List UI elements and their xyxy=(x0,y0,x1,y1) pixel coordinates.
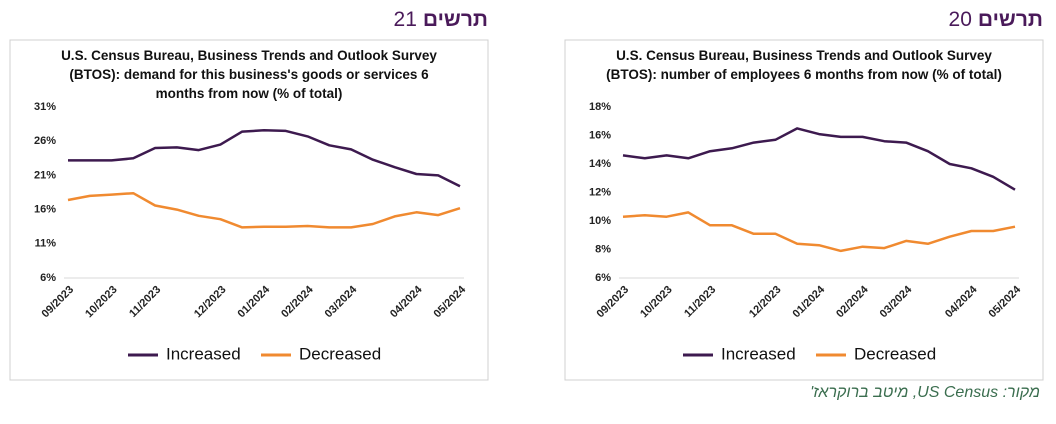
data-line xyxy=(622,127,1016,191)
legend-label: Decreased xyxy=(854,344,936,363)
y-tick-label: 31% xyxy=(34,101,56,113)
figure-heading: תרשים21 xyxy=(10,8,488,32)
data-line xyxy=(68,129,461,188)
y-tick-label: 10% xyxy=(589,215,611,227)
legend-label: Decreased xyxy=(299,344,381,363)
legend-label: Increased xyxy=(721,344,796,363)
x-tick-label: 05/2024 xyxy=(432,283,469,320)
y-tick-label: 14% xyxy=(589,158,611,170)
data-line xyxy=(622,211,1016,253)
figure-number: 21 xyxy=(393,8,417,31)
x-tick-label: 03/2024 xyxy=(878,283,915,320)
figure-word: תרשים xyxy=(422,8,488,31)
chart-frame xyxy=(564,39,1044,381)
y-tick-label: 18% xyxy=(589,101,611,113)
y-tick-label: 21% xyxy=(34,169,56,181)
chart-title: U.S. Census Bureau, Business Trends and … xyxy=(61,48,437,101)
x-tick-label: 09/2023 xyxy=(595,284,632,321)
x-tick-label: 12/2023 xyxy=(192,284,229,321)
y-tick-label: 16% xyxy=(589,129,611,141)
y-tick-label: 16% xyxy=(34,204,56,216)
legend-label: Increased xyxy=(166,344,241,363)
x-tick-label: 04/2024 xyxy=(943,283,980,320)
chart-frame xyxy=(9,39,489,381)
source-note: מקור: US Census, מיטב ברוקראז' xyxy=(810,384,1040,401)
x-tick-label: 02/2024 xyxy=(834,283,871,320)
chart-title: U.S. Census Bureau, Business Trends and … xyxy=(606,48,1002,82)
y-tick-label: 26% xyxy=(34,135,56,147)
x-tick-label: 04/2024 xyxy=(388,283,425,320)
data-line xyxy=(67,191,461,229)
y-tick-label: 8% xyxy=(595,243,611,255)
x-tick-label: 03/2024 xyxy=(323,283,360,320)
x-tick-label: 11/2023 xyxy=(127,284,163,320)
x-tick-label: 02/2024 xyxy=(279,283,316,320)
x-tick-label: 12/2023 xyxy=(747,284,784,321)
x-tick-label: 05/2024 xyxy=(987,283,1024,320)
x-tick-label: 10/2023 xyxy=(638,284,675,321)
x-tick-label: 11/2023 xyxy=(682,284,718,320)
y-tick-label: 11% xyxy=(35,238,57,250)
x-tick-label: 09/2023 xyxy=(40,284,77,321)
y-tick-label: 6% xyxy=(595,272,611,284)
figure-heading: תרשים20 xyxy=(565,8,1043,32)
figure-number: 20 xyxy=(948,8,972,31)
y-tick-label: 12% xyxy=(589,186,611,198)
y-tick-label: 6% xyxy=(40,272,56,284)
figure-word: תרשים xyxy=(977,8,1043,31)
x-tick-label: 10/2023 xyxy=(83,284,120,321)
x-tick-label: 01/2024 xyxy=(791,283,828,320)
x-tick-label: 01/2024 xyxy=(236,283,273,320)
